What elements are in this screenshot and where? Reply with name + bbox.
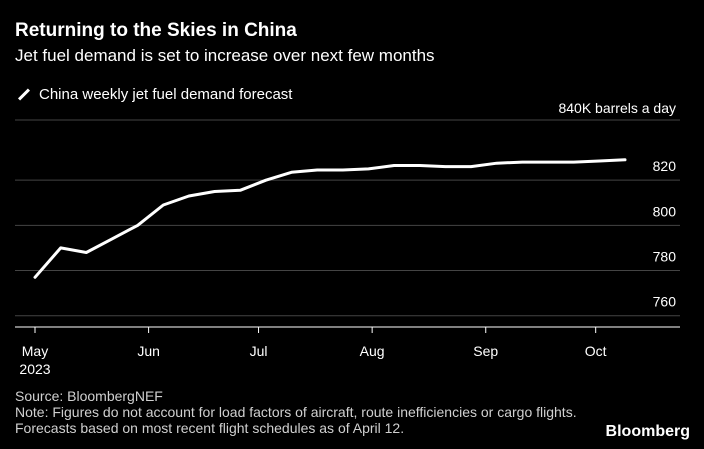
data-point [444,166,446,168]
data-point [419,164,421,166]
data-point [573,161,575,163]
source-note: Source: BloombergNEF [15,388,163,404]
y-tick-label: 760 [653,294,677,310]
data-point [342,169,344,171]
series-line-china-jet-fuel-demand [33,158,627,279]
data-point [34,276,36,278]
x-tick-label: Aug [360,343,385,359]
footnote: Note: Figures do not account for load fa… [15,404,577,436]
data-point [85,251,87,253]
data-point [393,164,395,166]
data-point [496,162,498,164]
x-tick-label: Jul [250,343,268,359]
x-tick-label: May [22,343,48,359]
data-point [521,161,523,163]
data-point [214,190,216,192]
x-tick-label: Oct [585,343,607,359]
legend: China weekly jet fuel demand forecast [15,86,292,103]
y-unit-label: 840K barrels a day [558,100,676,116]
x-tick-label: Jun [137,343,160,359]
chart-title: Returning to the Skies in China [15,20,297,41]
data-point [367,168,369,170]
y-tick-label: 800 [653,203,677,219]
y-tick-label: 820 [653,158,677,174]
data-point [188,195,190,197]
chart-subtitle: Jet fuel demand is set to increase over … [15,46,435,65]
y-tick-label: 780 [653,249,677,265]
data-point [265,179,267,181]
bloomberg-logo: Bloomberg [605,423,690,440]
x-tick-sublabel: 2023 [19,361,50,377]
data-point [60,247,62,249]
data-point [111,238,113,240]
data-point [162,204,164,206]
x-tick-label: Sep [473,343,498,359]
footer: Source: BloombergNEF Note: Figures do no… [15,388,615,436]
data-point [291,171,293,173]
data-point [316,169,318,171]
legend-label: China weekly jet fuel demand forecast [39,86,293,103]
data-point [137,224,139,226]
data-point [547,161,549,163]
data-point [239,189,241,191]
data-point [598,160,600,162]
data-point [624,159,626,161]
data-point [470,166,472,168]
